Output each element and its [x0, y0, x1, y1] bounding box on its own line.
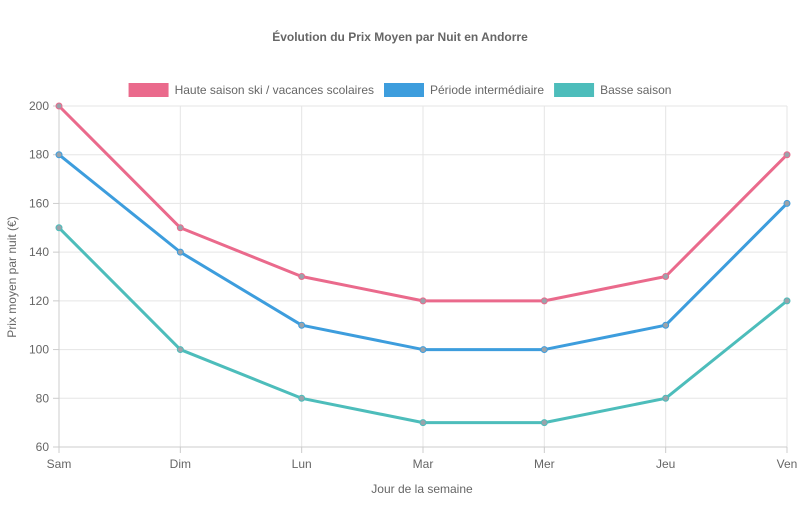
data-point[interactable]: [298, 321, 306, 329]
y-axis-label: Prix moyen par nuit (€): [5, 216, 19, 337]
grid: [58, 105, 788, 448]
x-tick-label: Lun: [292, 457, 312, 471]
data-point[interactable]: [298, 394, 306, 402]
legend-swatch: [554, 83, 595, 97]
x-tick-label: Dim: [170, 457, 191, 471]
data-point[interactable]: [176, 248, 184, 256]
legend-label: Basse saison: [600, 83, 671, 97]
data-point[interactable]: [176, 224, 184, 232]
x-tick-label: Mer: [534, 457, 555, 471]
data-point[interactable]: [783, 199, 791, 207]
legend-swatch: [384, 83, 424, 97]
legend-swatch: [128, 83, 169, 97]
data-point[interactable]: [419, 297, 427, 305]
data-point[interactable]: [540, 346, 548, 354]
data-point[interactable]: [783, 151, 791, 159]
data-point[interactable]: [662, 394, 670, 402]
data-point[interactable]: [540, 297, 548, 305]
legend-label: Période intermédiaire: [430, 83, 544, 97]
y-tick-label: 140: [29, 245, 49, 259]
data-point[interactable]: [419, 346, 427, 354]
x-tick-label: Ven: [777, 457, 798, 471]
x-tick-label: Jeu: [656, 457, 675, 471]
data-point[interactable]: [662, 321, 670, 329]
data-point[interactable]: [55, 102, 63, 110]
legend-label: Haute saison ski / vacances scolaires: [175, 83, 374, 97]
legend[interactable]: Haute saison ski / vacances scolaires Pér…: [128, 83, 672, 97]
x-tick-label: Mar: [413, 457, 434, 471]
legend-item-1[interactable]: Haute saison ski / vacances scolaires: [128, 83, 374, 97]
y-tick-label: 100: [29, 343, 49, 357]
series-lines: [55, 102, 791, 427]
x-axis-label: Jour de la semaine: [371, 482, 473, 496]
y-tick-label: 180: [29, 148, 49, 162]
data-point[interactable]: [783, 297, 791, 305]
data-point[interactable]: [540, 419, 548, 427]
y-tick-label: 60: [36, 440, 50, 454]
y-tick-label: 160: [29, 196, 49, 210]
data-point[interactable]: [298, 273, 306, 280]
axes: 60 80 100 120 140 160 180 200 Sam Dim Lun Mar Mer Jeu…: [29, 99, 797, 471]
y-tick-label: 120: [29, 294, 49, 308]
legend-item-3[interactable]: Basse saison: [554, 83, 671, 97]
y-tick-label: 80: [36, 391, 50, 405]
data-point[interactable]: [55, 151, 63, 159]
y-tick-label: 200: [29, 99, 49, 113]
x-tick-label: Sam: [47, 457, 72, 471]
chart-title: Évolution du Prix Moyen par Nuit en Ando…: [272, 29, 528, 44]
legend-item-2[interactable]: Période intermédiaire: [384, 83, 544, 97]
data-point[interactable]: [55, 224, 63, 232]
data-point[interactable]: [176, 346, 184, 354]
data-point[interactable]: [419, 419, 427, 427]
data-point[interactable]: [662, 273, 670, 280]
